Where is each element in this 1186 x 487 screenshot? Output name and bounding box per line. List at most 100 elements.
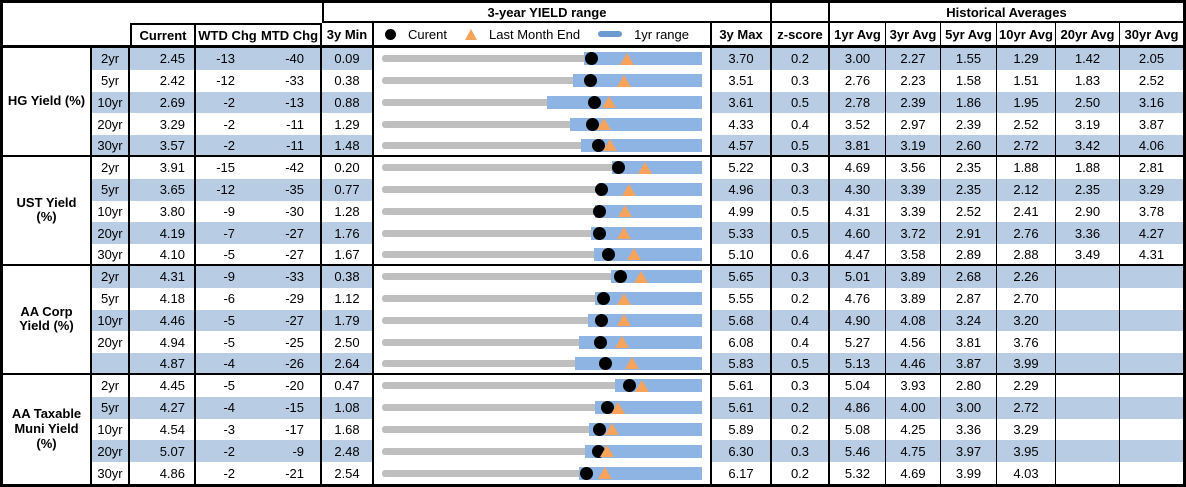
mtd-chg-value: -13	[259, 91, 322, 114]
wtd-chg-value: -2	[196, 91, 259, 114]
3y-max-value: 5.61	[712, 396, 772, 419]
col-header-30yr-avg: 30yr Avg	[1120, 23, 1183, 48]
range-chart	[374, 287, 712, 310]
avg-value: 4.06	[1120, 135, 1183, 157]
1yr-range-bar	[584, 444, 702, 458]
3y-range-track	[382, 338, 702, 346]
range-chart	[374, 91, 712, 114]
avg-value: 3.95	[997, 440, 1056, 463]
3y-max-value: 5.83	[712, 353, 772, 375]
col-header-3y-min: 3y Min	[322, 23, 374, 48]
avg-value: 3.39	[886, 200, 941, 223]
3y-min-value: 1.67	[322, 244, 374, 266]
avg-value: 4.56	[886, 331, 941, 354]
mtd-chg-value: -15	[259, 396, 322, 419]
zscore-value: 0.5	[772, 91, 830, 114]
1yr-range-bar	[578, 335, 702, 349]
current-value: 4.46	[130, 309, 196, 332]
avg-value: 2.26	[997, 265, 1056, 288]
avg-value: 3.89	[886, 265, 941, 288]
avg-value: 2.72	[997, 135, 1056, 157]
tenor-label: 20yr	[92, 222, 130, 245]
current-value: 4.54	[130, 418, 196, 441]
current-value: 4.31	[130, 265, 196, 288]
tenor-label: 2yr	[92, 156, 130, 179]
current-dot-marker	[592, 204, 606, 218]
last-month-end-triangle-marker	[598, 467, 613, 480]
avg-value: 2.05	[1120, 48, 1183, 70]
avg-value	[1120, 440, 1183, 463]
3y-max-value: 5.65	[712, 265, 772, 288]
3y-max-value: 4.57	[712, 135, 772, 157]
avg-value: 2.87	[941, 287, 997, 310]
3y-min-value: 0.38	[322, 69, 374, 92]
3y-range-track	[382, 295, 702, 303]
avg-value: 4.90	[830, 309, 886, 332]
3y-min-value: 1.79	[322, 309, 374, 332]
range-chart-plot	[382, 310, 702, 332]
current-value: 2.45	[130, 48, 196, 70]
current-value: 2.42	[130, 69, 196, 92]
wtd-chg-value: -4	[196, 353, 259, 375]
col-header-3y-max: 3y Max	[712, 23, 772, 48]
zscore-value: 0.3	[772, 374, 830, 397]
avg-value	[1056, 353, 1120, 375]
avg-value: 3.29	[997, 418, 1056, 441]
range-section-title: 3-year YIELD range	[322, 3, 772, 23]
avg-value: 4.47	[830, 244, 886, 266]
avg-value	[1056, 309, 1120, 332]
avg-value: 3.20	[997, 309, 1056, 332]
mtd-chg-value: -33	[259, 265, 322, 288]
3y-min-value: 1.76	[322, 222, 374, 245]
3y-min-value: 2.64	[322, 353, 374, 375]
3y-range-track	[382, 273, 702, 281]
1yr-range-bar	[598, 183, 702, 197]
mtd-chg-value: -17	[259, 418, 322, 441]
wtd-chg-value: -5	[196, 244, 259, 266]
current-dot-marker	[595, 313, 609, 327]
current-dot-marker	[593, 226, 607, 240]
zscore-value: 0.5	[772, 200, 830, 223]
wtd-chg-value: -5	[196, 309, 259, 332]
avg-value: 3.19	[1056, 113, 1120, 136]
3y-range-track	[382, 447, 702, 455]
3y-min-value: 1.28	[322, 200, 374, 223]
mtd-chg-value: -11	[259, 113, 322, 136]
avg-value: 4.30	[830, 178, 886, 201]
avg-value: 3.81	[830, 135, 886, 157]
avg-value: 2.60	[941, 135, 997, 157]
current-value: 2.69	[130, 91, 196, 114]
current-value: 4.87	[130, 353, 196, 375]
mtd-chg-value: -27	[259, 222, 322, 245]
avg-value: 2.52	[941, 200, 997, 223]
range-chart-plot	[382, 113, 702, 135]
avg-value	[1056, 462, 1120, 484]
avg-value: 1.29	[997, 48, 1056, 70]
avg-value: 1.42	[1056, 48, 1120, 70]
3y-range-track	[382, 229, 702, 237]
tenor-label: 20yr	[92, 113, 130, 136]
current-dot-marker	[596, 292, 610, 306]
wtd-chg-value: -9	[223, 203, 235, 219]
1yr-range-bar	[547, 95, 702, 109]
range-chart	[374, 69, 712, 92]
1yr-range-bar	[595, 292, 702, 306]
avg-value: 2.35	[1056, 178, 1120, 201]
range-chart	[374, 396, 712, 419]
avg-value	[1120, 331, 1183, 353]
avg-value	[1120, 309, 1183, 332]
avg-value: 2.27	[886, 48, 941, 70]
3y-min-value: 0.38	[322, 265, 374, 288]
last-month-end-triangle-marker	[633, 270, 648, 283]
3y-range-track	[382, 469, 702, 477]
last-month-end-triangle-marker	[621, 183, 636, 196]
range-chart-plot	[382, 288, 702, 310]
range-chart-plot	[382, 375, 702, 397]
zscore-value: 0.4	[772, 331, 830, 354]
avg-value	[1056, 374, 1120, 397]
avg-value	[1056, 265, 1120, 288]
range-chart	[374, 331, 712, 354]
range-chart	[374, 353, 712, 375]
current-dot-marker	[611, 161, 625, 175]
avg-value: 3.99	[941, 462, 997, 484]
